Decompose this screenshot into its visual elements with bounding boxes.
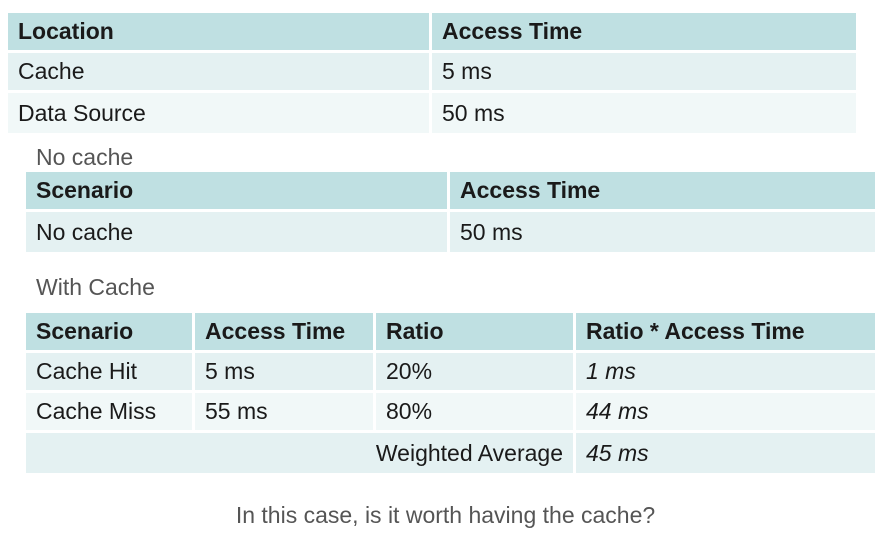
cell-access-time: 50 ms bbox=[450, 212, 875, 252]
cell-scenario: Cache Hit bbox=[26, 353, 195, 393]
column-header-access-time: Access Time bbox=[432, 13, 856, 53]
column-header-access-time: Access Time bbox=[195, 313, 376, 353]
weighted-average-label: Weighted Average bbox=[26, 433, 576, 473]
column-header-scenario: Scenario bbox=[26, 313, 195, 353]
table-header-row: Scenario Access Time Ratio Ratio * Acces… bbox=[26, 313, 875, 353]
access-time-table: Location Access Time Cache 5 ms Data Sou… bbox=[8, 13, 856, 133]
table-row: Data Source 50 ms bbox=[8, 93, 856, 133]
no-cache-table: Scenario Access Time No cache 50 ms bbox=[26, 172, 875, 252]
cell-weighted-time: 44 ms bbox=[576, 393, 875, 433]
column-header-ratio-times-access-time: Ratio * Access Time bbox=[576, 313, 875, 353]
cell-access-time: 50 ms bbox=[432, 93, 856, 133]
table-header-row: Scenario Access Time bbox=[26, 172, 875, 212]
question-text: In this case, is it worth having the cac… bbox=[235, 502, 656, 528]
cell-scenario: Cache Miss bbox=[26, 393, 195, 433]
cell-scenario: No cache bbox=[26, 212, 450, 252]
weighted-average-row: Weighted Average 45 ms bbox=[26, 433, 875, 473]
column-header-access-time: Access Time bbox=[450, 172, 875, 212]
with-cache-table: Scenario Access Time Ratio Ratio * Acces… bbox=[26, 313, 875, 473]
cell-location: Cache bbox=[8, 53, 432, 93]
table-row: Cache Miss 55 ms 80% 44 ms bbox=[26, 393, 875, 433]
cell-access-time: 5 ms bbox=[195, 353, 376, 393]
cell-access-time: 55 ms bbox=[195, 393, 376, 433]
no-cache-caption: No cache bbox=[36, 144, 134, 170]
table-row: Cache Hit 5 ms 20% 1 ms bbox=[26, 353, 875, 393]
column-header-ratio: Ratio bbox=[376, 313, 576, 353]
cell-ratio: 80% bbox=[376, 393, 576, 433]
with-cache-caption: With Cache bbox=[36, 274, 155, 300]
column-header-scenario: Scenario bbox=[26, 172, 450, 212]
column-header-location: Location bbox=[8, 13, 432, 53]
table-header-row: Location Access Time bbox=[8, 13, 856, 53]
cell-weighted-time: 1 ms bbox=[576, 353, 875, 393]
cell-ratio: 20% bbox=[376, 353, 576, 393]
table-row: No cache 50 ms bbox=[26, 212, 875, 252]
cell-location: Data Source bbox=[8, 93, 432, 133]
weighted-average-value: 45 ms bbox=[576, 433, 875, 473]
table-row: Cache 5 ms bbox=[8, 53, 856, 93]
cell-access-time: 5 ms bbox=[432, 53, 856, 93]
